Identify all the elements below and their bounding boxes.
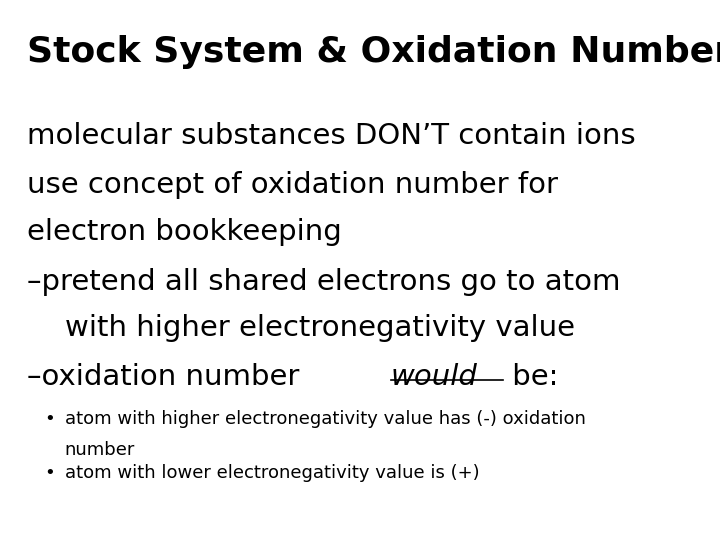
Text: electron bookkeeping: electron bookkeeping <box>27 218 342 246</box>
Text: •: • <box>45 464 55 482</box>
Text: Stock System & Oxidation Numbers: Stock System & Oxidation Numbers <box>27 35 720 69</box>
Text: molecular substances DON’T contain ions: molecular substances DON’T contain ions <box>27 122 636 150</box>
Text: –oxidation number: –oxidation number <box>27 363 309 392</box>
Text: use concept of oxidation number for: use concept of oxidation number for <box>27 171 559 199</box>
Text: would: would <box>391 363 477 392</box>
Text: be:: be: <box>503 363 558 392</box>
Text: number: number <box>65 441 135 459</box>
Text: with higher electronegativity value: with higher electronegativity value <box>65 314 575 342</box>
Text: –pretend all shared electrons go to atom: –pretend all shared electrons go to atom <box>27 268 621 296</box>
Text: atom with higher electronegativity value has (-) oxidation: atom with higher electronegativity value… <box>65 410 585 428</box>
Text: •: • <box>45 410 55 428</box>
Text: atom with lower electronegativity value is (+): atom with lower electronegativity value … <box>65 464 480 482</box>
